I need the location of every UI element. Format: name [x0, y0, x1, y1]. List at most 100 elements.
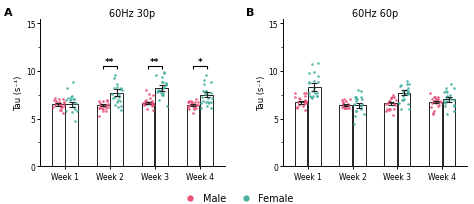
Point [68, 95, 75, 99]
Point [450, 87, 457, 90]
Point [185, 100, 193, 103]
Point [205, 97, 212, 100]
Point [301, 102, 308, 106]
Point [404, 91, 411, 94]
Point [341, 106, 349, 110]
Point [56, 104, 64, 107]
Bar [443, 100, 456, 166]
Point [352, 95, 360, 99]
Point [202, 74, 210, 77]
Point [359, 103, 366, 106]
Point [301, 99, 309, 103]
Point [403, 83, 411, 86]
Point [51, 104, 59, 108]
Point [432, 102, 439, 105]
Point [201, 79, 208, 82]
Point [385, 100, 393, 103]
Point [295, 97, 303, 101]
Point [114, 101, 121, 104]
Point [109, 97, 117, 100]
Point [357, 96, 365, 100]
Point [441, 100, 448, 103]
Bar [52, 105, 64, 166]
Point [292, 96, 299, 99]
Point [70, 81, 77, 84]
Point [143, 103, 150, 106]
Point [296, 98, 303, 101]
Point [352, 110, 360, 113]
Point [155, 89, 162, 92]
Point [442, 105, 449, 108]
Point [433, 101, 440, 104]
Point [149, 104, 156, 107]
Point [149, 104, 157, 107]
Point [441, 101, 448, 104]
Point [204, 101, 211, 104]
Point [95, 107, 103, 110]
Point [434, 95, 442, 99]
Point [148, 105, 156, 109]
Point [66, 99, 73, 102]
Point [117, 109, 125, 112]
Point [60, 102, 67, 105]
Point [49, 106, 56, 109]
Point [387, 97, 394, 101]
Point [357, 105, 365, 108]
Point [147, 102, 155, 106]
Y-axis label: Tau (s⁻¹): Tau (s⁻¹) [14, 75, 23, 111]
Point [57, 104, 65, 107]
Point [301, 95, 309, 98]
Point [191, 101, 199, 104]
Point [63, 87, 71, 90]
Point [432, 99, 439, 102]
Point [305, 72, 313, 75]
Point [431, 110, 438, 113]
Point [69, 102, 77, 105]
Point [429, 113, 437, 116]
Point [116, 100, 124, 103]
Point [341, 98, 348, 101]
Point [385, 108, 392, 112]
Point [52, 100, 60, 103]
Point [184, 101, 191, 104]
Point [157, 89, 165, 92]
Point [351, 96, 359, 99]
Point [352, 110, 360, 113]
Point [428, 98, 435, 101]
Point [435, 105, 442, 108]
Point [55, 101, 63, 104]
Point [390, 114, 397, 117]
Point [385, 109, 393, 112]
Point [447, 83, 455, 86]
Point [71, 120, 79, 123]
Point [300, 100, 308, 103]
Point [450, 104, 457, 108]
Point [148, 100, 155, 103]
Point [313, 95, 321, 99]
Point [353, 98, 361, 101]
Point [98, 107, 106, 110]
Point [100, 100, 107, 103]
Point [67, 98, 75, 101]
Point [310, 87, 318, 90]
Point [143, 107, 150, 111]
Point [102, 104, 110, 107]
Point [305, 81, 312, 84]
Point [58, 106, 65, 109]
Point [444, 100, 451, 103]
Point [431, 101, 438, 104]
Point [310, 71, 318, 74]
Point [158, 92, 165, 95]
Point [314, 81, 321, 84]
Point [160, 94, 167, 98]
Point [163, 105, 171, 109]
Point [188, 103, 196, 106]
Point [308, 96, 315, 100]
Point [199, 89, 207, 93]
Point [314, 95, 321, 99]
Point [204, 105, 211, 109]
Point [338, 99, 346, 102]
Point [339, 102, 346, 105]
Point [384, 102, 392, 105]
Point [55, 98, 63, 101]
